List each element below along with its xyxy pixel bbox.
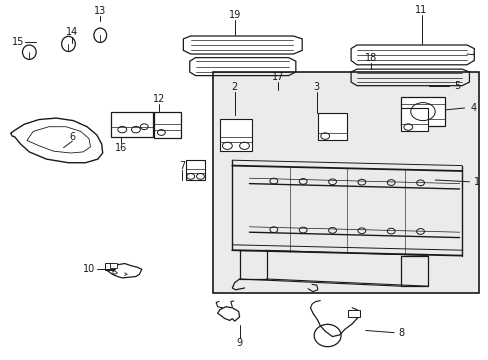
Text: 8: 8 [397, 328, 403, 338]
Text: 18: 18 [364, 53, 376, 63]
Bar [220, 119, 251, 151]
Text: 19: 19 [228, 10, 241, 20]
Text: 6: 6 [69, 132, 75, 142]
Bar [111, 112, 153, 137]
Bar [400, 108, 427, 131]
Bar [105, 263, 114, 270]
Text: 11: 11 [414, 5, 427, 15]
Text: 9: 9 [236, 338, 242, 348]
Text: 17: 17 [271, 72, 284, 82]
Text: 12: 12 [152, 94, 165, 104]
Bar [212, 72, 478, 293]
Bar [400, 97, 444, 126]
Text: 3: 3 [313, 82, 319, 92]
Bar [317, 113, 346, 140]
Text: 16: 16 [115, 143, 127, 153]
Text: 2: 2 [231, 82, 237, 92]
Text: 10: 10 [83, 264, 96, 274]
Text: 5: 5 [453, 81, 459, 91]
Bar [347, 310, 360, 317]
Text: 15: 15 [12, 37, 25, 48]
Bar [110, 263, 117, 268]
Text: 7: 7 [179, 161, 185, 171]
Bar [185, 160, 205, 180]
Text: 1: 1 [473, 177, 479, 187]
Text: 13: 13 [94, 6, 106, 16]
Text: 4: 4 [469, 103, 475, 113]
Text: 14: 14 [66, 27, 79, 37]
Bar [154, 112, 181, 138]
